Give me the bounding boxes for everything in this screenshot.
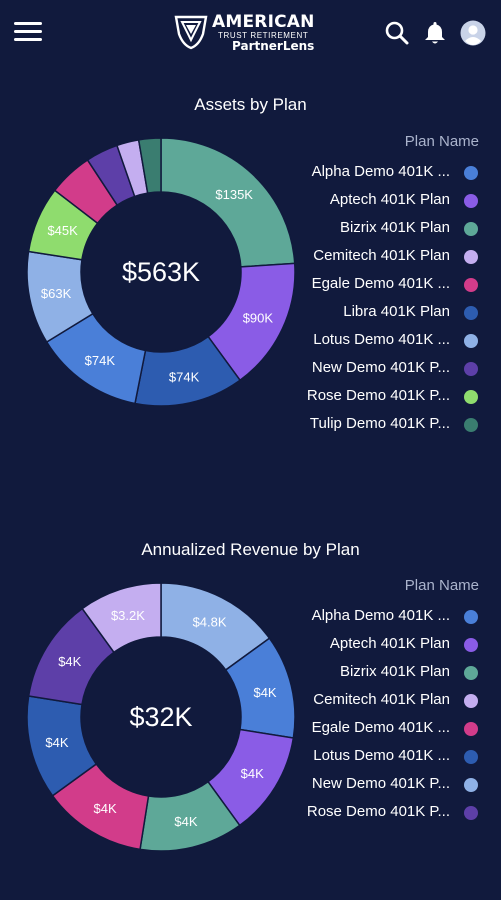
legend-label: Egale Demo 401K ... (311, 719, 450, 736)
donut-chart: $135K $90K $74K $74K $63K $45K (26, 137, 296, 407)
legend-item[interactable]: Lotus Demo 401K ... (300, 328, 500, 352)
legend-item[interactable]: Bizrix 401K Plan (300, 660, 500, 684)
donut-slice[interactable] (81, 582, 162, 654)
slice-value-label: $4K (241, 766, 264, 781)
slice-value-label: $74K (169, 369, 200, 384)
legend-color-dot (464, 778, 478, 792)
logo-tagline: TRUST RETIREMENT (218, 31, 309, 40)
assets-by-plan-chart: Assets by Plan $135K $90K $74K $74K $63K $45K… (26, 0, 501, 460)
slice-value-label: $4K (58, 654, 81, 669)
legend-label: Cemitech 401K Plan (313, 691, 450, 708)
legend-item[interactable]: Tulip Demo 401K P... (300, 412, 500, 436)
user-avatar-icon[interactable] (460, 20, 486, 46)
legend-label: Aptech 401K Plan (329, 635, 450, 652)
legend-color-dot (464, 334, 478, 348)
legend-label: Aptech 401K Plan (329, 191, 450, 208)
legend-label: New Demo 401K P... (311, 359, 450, 376)
legend-color-dot (464, 166, 478, 180)
slice-value-label: $4K (253, 685, 276, 700)
app-header: AMERICAN TRUST RETIREMENT PartnerLens (0, 0, 501, 66)
legend-title: Plan Name (404, 577, 479, 594)
legend-label: Lotus Demo 401K ... (313, 331, 450, 348)
legend-color-dot (464, 306, 478, 320)
legend-label: Bizrix 401K Plan (339, 663, 450, 680)
chart-title: Annualized Revenue by Plan (141, 540, 360, 559)
legend-item[interactable]: Aptech 401K Plan (300, 188, 500, 212)
legend-label: Bizrix 401K Plan (339, 219, 450, 236)
legend-label: New Demo 401K P... (311, 775, 450, 792)
legend-item[interactable]: Alpha Demo 401K ... (300, 160, 500, 184)
legend-label: Egale Demo 401K ... (311, 275, 450, 292)
legend-item[interactable]: Egale Demo 401K ... (300, 716, 500, 740)
legend-item[interactable]: Cemitech 401K Plan (300, 244, 500, 268)
legend-color-dot (464, 610, 478, 624)
chart-total-label: $32K (129, 702, 193, 732)
legend-item[interactable]: New Demo 401K P... (300, 772, 500, 796)
legend-item[interactable]: Cemitech 401K Plan (300, 688, 500, 712)
legend-color-dot (464, 722, 478, 736)
legend-color-dot (464, 806, 478, 820)
slice-value-label: $63K (41, 286, 72, 301)
legend-color-dot (464, 390, 478, 404)
legend-color-dot (464, 666, 478, 680)
logo-product-name: PartnerLens (232, 39, 315, 53)
bell-icon[interactable] (422, 20, 448, 46)
logo-brand-text: AMERICAN (212, 12, 315, 32)
slice-value-label: $4K (45, 735, 68, 750)
slice-value-label: $4.8K (193, 615, 227, 630)
legend-color-dot (464, 694, 478, 708)
chart-legend: Plan Name Alpha Demo 401K ... Aptech 401K… (300, 0, 501, 460)
legend-item[interactable]: Bizrix 401K Plan (300, 216, 500, 240)
slice-value-label: $45K (47, 223, 78, 238)
legend-color-dot (464, 222, 478, 236)
legend-item[interactable]: Lotus Demo 401K ... (300, 744, 500, 768)
legend-color-dot (464, 194, 478, 208)
legend-label: Lotus Demo 401K ... (313, 747, 450, 764)
slice-value-label: $3.2K (111, 608, 145, 623)
legend-color-dot (464, 418, 478, 432)
legend-label: Alpha Demo 401K ... (311, 163, 450, 180)
legend-label: Cemitech 401K Plan (313, 247, 450, 264)
legend-item[interactable]: Rose Demo 401K P... (300, 800, 500, 824)
legend-item[interactable]: Rose Demo 401K P... (300, 384, 500, 408)
legend-color-dot (464, 362, 478, 376)
legend-color-dot (464, 278, 478, 292)
shield-logo-icon (174, 15, 208, 50)
search-icon[interactable] (384, 20, 410, 46)
legend-color-dot (464, 750, 478, 764)
legend-label: Rose Demo 401K P... (306, 803, 450, 820)
slice-value-label: $135K (215, 187, 253, 202)
donut-slice[interactable] (137, 137, 162, 194)
slice-value-label: $4K (174, 814, 197, 829)
legend-label: Libra 401K Plan (343, 303, 450, 320)
legend-item[interactable]: Alpha Demo 401K ... (300, 604, 500, 628)
legend-label: Alpha Demo 401K ... (311, 607, 450, 624)
legend-label: Tulip Demo 401K P... (309, 415, 450, 432)
legend-color-dot (464, 250, 478, 264)
slice-value-label: $74K (85, 353, 116, 368)
app-logo: AMERICAN TRUST RETIREMENT PartnerLens (174, 12, 334, 56)
legend-item[interactable]: Aptech 401K Plan (300, 632, 500, 656)
chart-title: Assets by Plan (194, 95, 307, 114)
chart-legend: Plan Name Alpha Demo 401K ... Aptech 401K… (300, 0, 501, 900)
legend-item[interactable]: Egale Demo 401K ... (300, 272, 500, 296)
slice-value-label: $90K (243, 310, 274, 325)
chart-total-label: $563K (121, 257, 201, 287)
legend-label: Rose Demo 401K P... (306, 387, 450, 404)
slice-value-label: $4K (94, 801, 117, 816)
menu-icon[interactable] (14, 20, 42, 44)
legend-color-dot (464, 638, 478, 652)
legend-item[interactable]: New Demo 401K P... (300, 356, 500, 380)
legend-item[interactable]: Libra 401K Plan (300, 300, 500, 324)
legend-title: Plan Name (404, 133, 479, 150)
